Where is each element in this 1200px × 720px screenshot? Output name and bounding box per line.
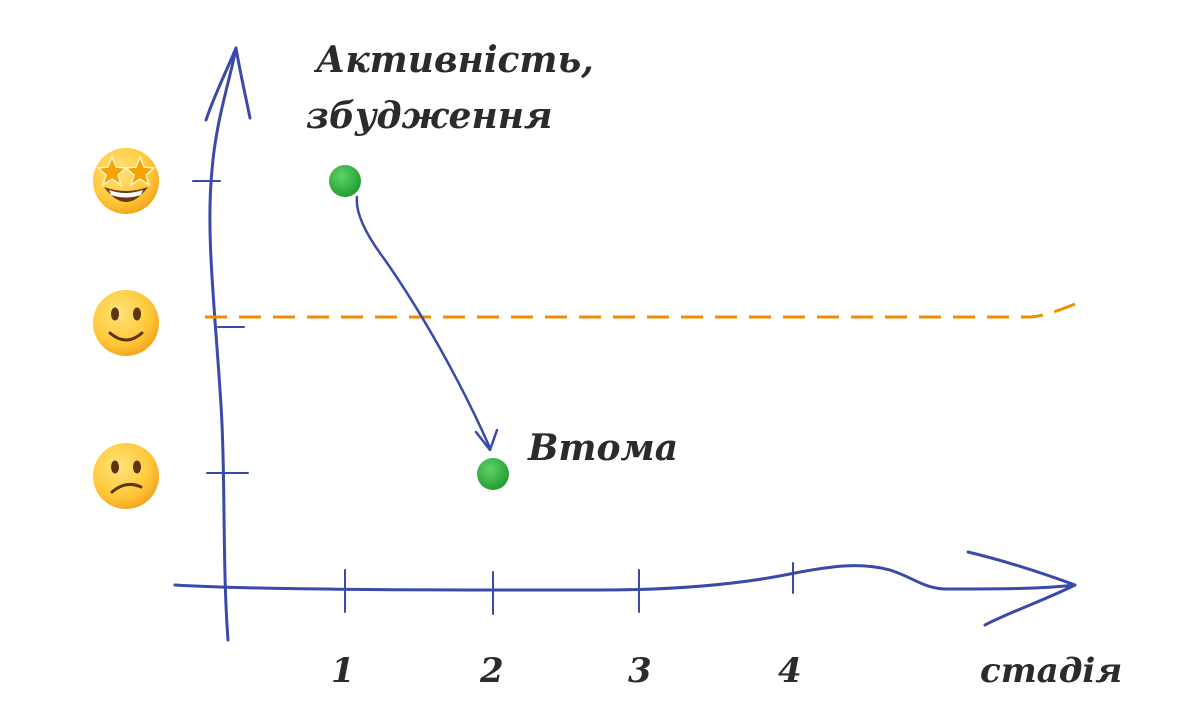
x-tick-label-4: 4 — [778, 651, 802, 691]
neutral-baseline — [205, 302, 1076, 319]
x-axis — [173, 564, 1077, 592]
x-tick-label-3: 3 — [628, 651, 652, 691]
confused-face-icon — [93, 443, 159, 509]
point-stage-1-excited — [329, 165, 361, 197]
transition-arrowhead — [474, 428, 499, 452]
x-tick-label-2: 2 — [479, 651, 504, 691]
y-axis-arrowhead — [204, 46, 252, 122]
x-tick-label-1: 1 — [331, 651, 355, 691]
transition-arrow — [355, 195, 492, 450]
y-axis — [208, 46, 238, 642]
x-axis-arrowhead — [966, 550, 1077, 627]
point-label-fatigue: Втома — [527, 427, 678, 469]
x-axis-label: стадія — [980, 651, 1122, 691]
y-axis-label-line1: Активність, — [313, 39, 594, 81]
star-struck-face-icon — [93, 148, 159, 214]
slightly-smiling-face-icon — [93, 290, 159, 356]
y-axis-label-line2: збудження — [306, 95, 553, 137]
point-stage-2-tired — [477, 458, 509, 490]
